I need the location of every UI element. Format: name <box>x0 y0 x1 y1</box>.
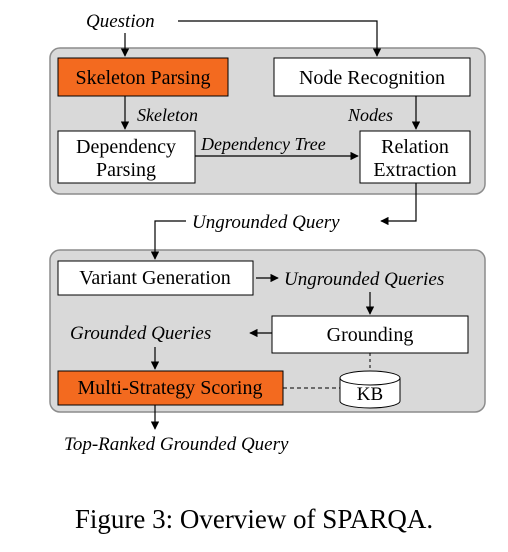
relation-extraction-label-line1: Relation <box>381 136 449 158</box>
multi-strategy-scoring-label: Multi-Strategy Scoring <box>78 377 263 399</box>
multi-strategy-scoring-box <box>57 370 284 406</box>
ungrounded-to-variant-arrow <box>150 220 186 260</box>
dependency-parsing-label-line1: Dependency <box>76 136 176 158</box>
variant-generation-label: Variant Generation <box>79 267 231 289</box>
sparqa-overview-diagram: Question Skeleton Parsing Node Recogniti… <box>49 11 486 455</box>
dependency-parsing-box <box>57 130 196 184</box>
dependency-parsing-label-line2: Parsing <box>96 159 156 181</box>
skeleton-label: Skeleton <box>137 105 198 125</box>
top-ranked-label: Top-Ranked Grounded Query <box>64 434 289 455</box>
kb-label: KB <box>357 384 383 405</box>
grounding-label: Grounding <box>327 324 414 346</box>
relation-extraction-box <box>359 130 471 184</box>
ungrounded-query-label: Ungrounded Query <box>192 212 340 233</box>
ungrounded-queries-label: Ungrounded Queries <box>284 269 444 290</box>
variant-generation-box <box>57 260 254 296</box>
figure-caption: Figure 3: Overview of SPARQA. <box>74 504 434 534</box>
relation-extraction-label-line2: Extraction <box>373 159 456 181</box>
node-recognition-label: Node Recognition <box>299 67 445 89</box>
kb-database-icon <box>339 370 401 409</box>
grounded-queries-label: Grounded Queries <box>70 323 211 344</box>
question-label: Question <box>86 11 155 32</box>
dependency-tree-label: Dependency Tree <box>200 134 326 154</box>
relation-to-ungrounded-arrow <box>380 183 417 226</box>
node-recognition-box <box>273 57 471 97</box>
skeleton-parsing-box <box>57 57 229 97</box>
skeleton-parsing-label: Skeleton Parsing <box>76 67 211 89</box>
nodes-label: Nodes <box>347 105 393 125</box>
question-arrow <box>178 20 382 57</box>
